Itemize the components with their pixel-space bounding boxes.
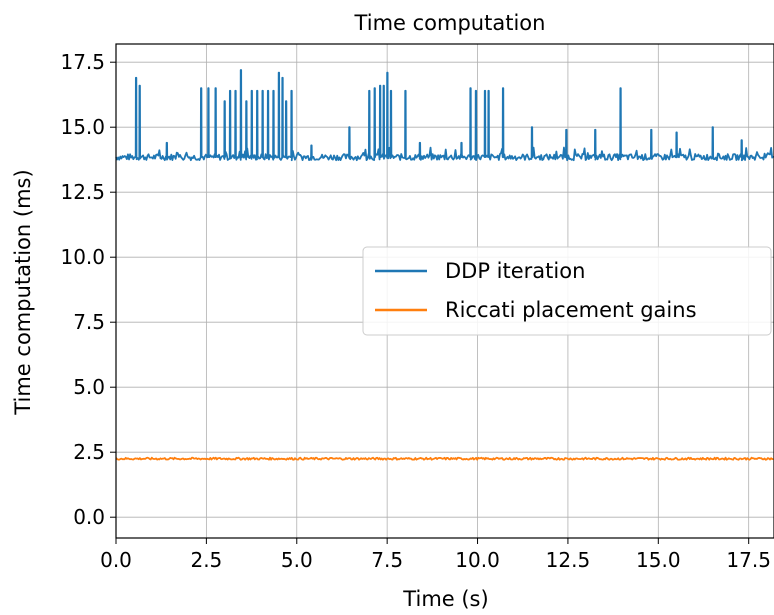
x-tick-label: 12.5 xyxy=(546,548,591,572)
y-tick-label: 7.5 xyxy=(73,310,105,334)
legend-label-ddp: DDP iteration xyxy=(445,259,585,283)
x-tick-label: 5.0 xyxy=(281,548,313,572)
x-axis: 0.0 2.5 5.0 7.5 10.0 12.5 15.0 17.5 xyxy=(100,538,771,572)
grid xyxy=(115,44,774,538)
y-axis: 0.0 2.5 5.0 7.5 10.0 12.5 15.0 17.5 xyxy=(60,50,116,529)
x-tick-label: 7.5 xyxy=(371,548,403,572)
series-line-ddp xyxy=(115,69,774,162)
x-tick-label: 0.0 xyxy=(100,548,132,572)
x-tick-label: 17.5 xyxy=(726,548,771,572)
y-axis-label: Time computation (ms) xyxy=(11,169,35,415)
y-tick-label: 2.5 xyxy=(73,440,105,464)
x-axis-label: Time (s) xyxy=(402,587,488,611)
x-tick-label: 2.5 xyxy=(190,548,222,572)
y-tick-label: 0.0 xyxy=(73,505,105,529)
legend: DDP iteration Riccati placement gains xyxy=(362,246,772,336)
legend-frame xyxy=(362,246,772,336)
y-tick-label: 17.5 xyxy=(60,50,105,74)
y-tick-label: 10.0 xyxy=(60,245,105,269)
y-tick-label: 5.0 xyxy=(73,375,105,399)
y-tick-label: 12.5 xyxy=(60,180,105,204)
x-tick-label: 15.0 xyxy=(636,548,681,572)
series-line-riccati xyxy=(115,456,774,461)
chart-title: Time computation xyxy=(354,11,546,35)
x-tick-label: 10.0 xyxy=(455,548,500,572)
y-tick-label: 15.0 xyxy=(60,115,105,139)
legend-label-riccati: Riccati placement gains xyxy=(445,298,697,322)
series-layer xyxy=(115,69,774,461)
plot-frame xyxy=(115,43,774,539)
